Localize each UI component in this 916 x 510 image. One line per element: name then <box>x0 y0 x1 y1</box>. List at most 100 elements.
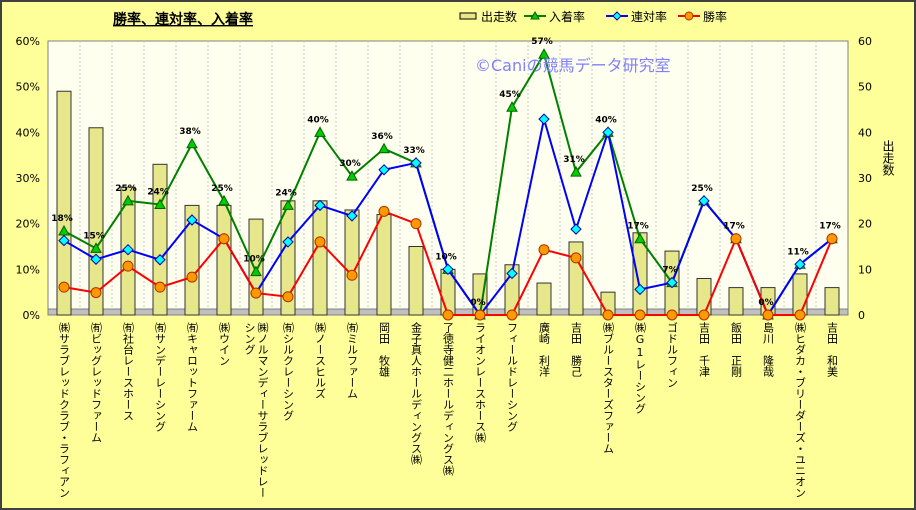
data-label: 15% <box>83 231 105 241</box>
bar-starts <box>728 287 744 316</box>
win-rate-point <box>666 309 678 321</box>
quinella-rate-point <box>186 214 198 226</box>
category-label: 了徳寺健二ホールディングス㈱ <box>441 322 455 476</box>
left-tick-label: 10% <box>16 263 40 276</box>
legend-marker <box>612 11 622 21</box>
place-rate-point <box>90 242 102 253</box>
legend-label: 出走数 <box>481 9 517 24</box>
right-tick-label: 50 <box>858 81 872 94</box>
category-label: ㈱ノースヒルズ <box>313 322 327 399</box>
chart-title: 勝率、連対率、入着率 <box>113 11 253 28</box>
quinella-rate-point <box>154 254 166 266</box>
quinella-rate-point <box>794 258 806 271</box>
quinella-rate-point <box>570 223 582 235</box>
win-rate-point <box>442 309 454 321</box>
bar-starts <box>792 273 808 316</box>
bar-starts <box>312 200 328 316</box>
quinella-rate-point <box>90 253 102 265</box>
quinella-rate-point <box>58 234 70 247</box>
category-label: ㈱ブルースターズファーム <box>601 322 615 454</box>
data-label: 7% <box>662 266 677 276</box>
category-label: ㈲ミルファーム <box>345 322 359 399</box>
category-label: 飯田 正剛 <box>729 322 743 377</box>
right-tick-label: 40 <box>858 126 872 139</box>
watermark: ©Caniの競馬データ研究室 <box>475 56 671 75</box>
category-label: ゴドルフィン <box>665 322 679 388</box>
win-rate-point <box>250 287 262 299</box>
place-rate-point <box>122 194 134 206</box>
category-label: 吉田 千津 <box>697 322 711 377</box>
category-label: ライオンレースホース㈱ <box>473 322 487 443</box>
category-label: ㈲シルクレーシング <box>281 322 295 421</box>
win-rate-point <box>474 309 486 321</box>
win-rate-point <box>410 218 422 230</box>
quinella-rate-point <box>346 210 358 222</box>
left-tick-label: 50% <box>16 81 40 94</box>
data-label: 0% <box>758 298 773 308</box>
category-label: フィールドレーシング <box>505 322 519 432</box>
quinella-rate-point <box>634 283 646 296</box>
legend-marker <box>530 10 540 20</box>
right-axis-label: 出走数 <box>881 140 895 176</box>
win-rate-point <box>186 271 198 283</box>
legend-label: 入着率 <box>549 9 585 24</box>
category-label: ㈱G1レーシング <box>633 322 647 414</box>
place-rate-point <box>570 166 582 177</box>
data-label: 40% <box>595 115 617 125</box>
plot-area: 0% 0 10% 10 20% 20 30% 30 40% 40 50% 50 60% 60 18% 15% 2… <box>16 35 872 322</box>
data-label: 25% <box>115 184 137 194</box>
bar-starts <box>88 127 104 316</box>
win-rate-point <box>730 233 742 245</box>
quinella-rate-point <box>666 276 678 289</box>
right-tick-label: 0 <box>858 309 865 322</box>
quinella-rate-point <box>442 263 454 276</box>
left-tick-label: 30% <box>16 172 40 185</box>
place-rate-point <box>634 232 646 244</box>
legend-marker <box>684 11 694 21</box>
data-label: 45% <box>499 90 521 100</box>
place-rate-point <box>154 198 166 209</box>
category-label: ㈲ビッグレッドファーム <box>89 322 103 443</box>
win-rate-point <box>538 244 550 256</box>
data-label: 17% <box>627 222 649 232</box>
legend-label: 連対率 <box>631 9 667 24</box>
win-rate-point <box>122 260 134 272</box>
right-tick-label: 60 <box>858 35 872 48</box>
left-tick-label: 0% <box>23 309 40 322</box>
bar-starts <box>56 90 72 316</box>
data-label: 10% <box>435 252 457 262</box>
quinella-rate-point <box>410 157 422 169</box>
win-rate-point <box>58 281 70 293</box>
quinella-rate-point <box>378 164 390 176</box>
place-rate-point <box>186 137 198 149</box>
bar-starts <box>184 204 200 316</box>
bar-starts <box>824 287 840 316</box>
bar-starts <box>152 163 168 316</box>
win-rate-point <box>282 291 294 303</box>
win-rate-point <box>346 269 358 281</box>
data-label: 17% <box>819 222 841 232</box>
quinella-rate-point <box>506 267 518 280</box>
data-label: 38% <box>179 127 201 137</box>
win-rate-point <box>378 205 390 217</box>
win-rate-point <box>794 309 806 321</box>
left-tick-label: 60% <box>16 35 40 48</box>
win-rate-point <box>826 233 838 245</box>
quinella-rate-point <box>122 243 134 256</box>
bar-starts <box>536 282 552 316</box>
win-rate-point <box>506 309 518 321</box>
category-label: 金子真人ホールディングス㈱ <box>409 322 423 465</box>
category-label: 島川 隆哉 <box>761 322 775 377</box>
data-label: 30% <box>339 159 361 169</box>
win-rate-point <box>698 309 710 321</box>
data-label: 24% <box>275 188 297 198</box>
win-rate-point <box>154 281 166 293</box>
legend: 出走数 入着率 連対率 勝率 <box>459 9 727 24</box>
quinella-rate-point <box>538 113 550 125</box>
win-rate-point <box>570 252 582 264</box>
quinella-rate-point <box>602 126 614 139</box>
data-label: 18% <box>51 214 73 224</box>
bar-starts <box>344 209 360 316</box>
data-label: 0% <box>470 298 485 308</box>
